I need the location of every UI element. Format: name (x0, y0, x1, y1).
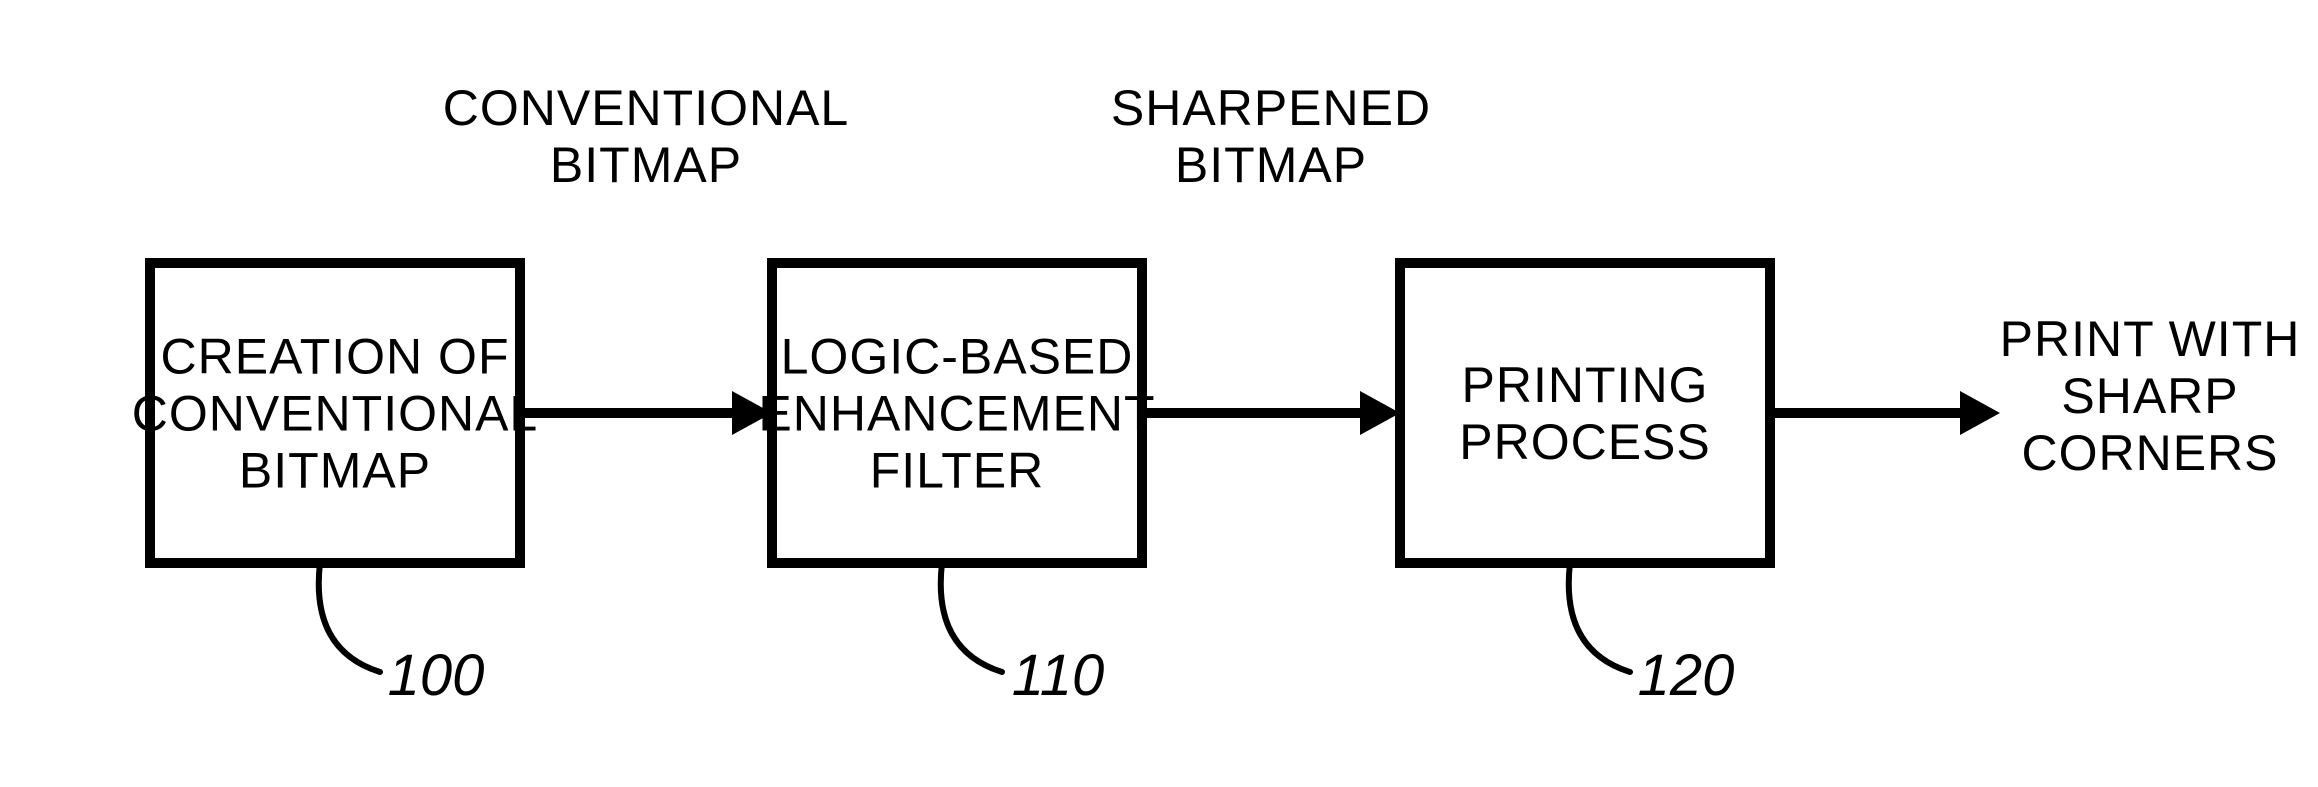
edge-label-n1-n2: CONVENTIONALBITMAP (443, 80, 850, 193)
svg-text:SHARPENED: SHARPENED (1111, 80, 1431, 136)
svg-text:PRINT WITH: PRINT WITH (2000, 311, 2301, 367)
node-n1-line-0: CREATION OF (161, 329, 510, 385)
node-n2-line-1: ENHANCEMENT (758, 386, 1155, 442)
node-n1-line-2: BITMAP (239, 443, 431, 499)
edge-label-n3-out: PRINT WITHSHARPCORNERS (2000, 311, 2301, 481)
node-n3-line-0: PRINTING (1462, 357, 1709, 413)
node-n3: PRINTINGPROCESS 120 (1400, 263, 1770, 708)
node-n3-ref: 120 (1638, 643, 1735, 708)
svg-text:BITMAP: BITMAP (550, 137, 742, 193)
node-n2: LOGIC-BASEDENHANCEMENTFILTER 110 (758, 263, 1155, 708)
node-n3-line-1: PROCESS (1459, 414, 1711, 470)
edge-label-n2-n3: SHARPENEDBITMAP (1111, 80, 1431, 193)
node-n2-ref: 110 (1012, 643, 1104, 708)
svg-text:BITMAP: BITMAP (1175, 137, 1367, 193)
node-n1-ref: 100 (388, 643, 485, 708)
svg-text:CONVENTIONAL: CONVENTIONAL (443, 80, 850, 136)
svg-text:CORNERS: CORNERS (2021, 425, 2278, 481)
svg-text:SHARP: SHARP (2061, 368, 2238, 424)
node-n2-line-2: FILTER (870, 443, 1045, 499)
node-n1-line-1: CONVENTIONAL (132, 386, 539, 442)
node-n2-line-0: LOGIC-BASED (781, 329, 1134, 385)
node-n1: CREATION OFCONVENTIONALBITMAP 100 (132, 263, 539, 708)
